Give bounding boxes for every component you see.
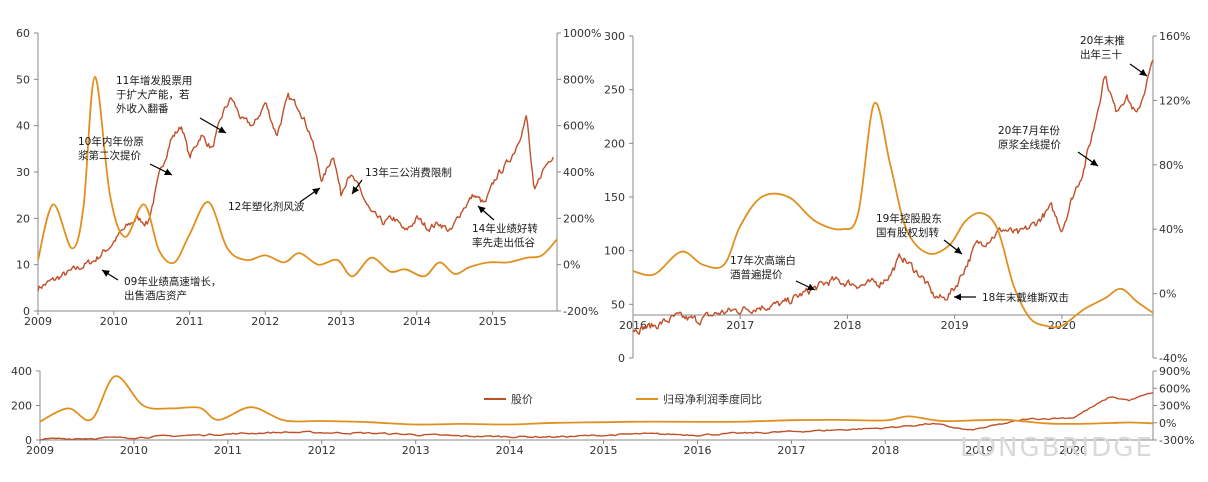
bottom-x-tick: 2014 [496, 444, 524, 457]
left-x-tick: 2011 [176, 315, 204, 328]
left-profit-yoy-line [37, 76, 558, 278]
left-x-tick: 2013 [327, 315, 355, 328]
right-y-right-tick: 120% [1159, 94, 1190, 107]
right-y-left-tick: 250 [604, 84, 625, 97]
right-y-right-tick: 80% [1159, 159, 1183, 172]
right-x-tick: 2018 [833, 319, 861, 332]
right-profit-yoy-line [632, 102, 1154, 329]
bottom-x-tick: 2013 [402, 444, 430, 457]
bottom-y-right-tick: 600% [1159, 382, 1190, 395]
right-y-left-tick: 50 [611, 298, 625, 311]
left-annotation: 11年增发股票用于扩大产能，若外收入翻番 [116, 74, 192, 115]
left-x-tick: 2012 [251, 315, 279, 328]
right-x-tick: 2017 [726, 319, 754, 332]
bottom-y-right-tick: 300% [1159, 400, 1190, 413]
legend-price-label: 股价 [511, 393, 533, 406]
left-annotation: 12年塑化剂风波 [228, 200, 305, 213]
left-annotation-arrow [351, 179, 363, 195]
bottom-x-tick: 2010 [120, 444, 148, 457]
left-y-left-tick: 60 [16, 27, 30, 40]
annotation-layer: 11年增发股票用于扩大产能，若外收入翻番 10年内年份原浆第二次提价 09年业绩高速… [78, 34, 1148, 304]
right-y-left-tick: 150 [604, 191, 625, 204]
bottom-profit-yoy-line [39, 375, 1154, 426]
left-annotation: 10年内年份原浆第二次提价 [78, 135, 144, 162]
bottom-y-right-tick: -300% [1159, 434, 1194, 447]
right-y-right-tick: 40% [1159, 223, 1183, 236]
bottom-y-left-tick: 0 [25, 434, 32, 447]
base-layer: 60504030201001000%800%600%400%200%0%-200… [11, 27, 1194, 457]
right-annotation: 17年次高端白酒普遍提价 [730, 254, 796, 281]
left-y-left-tick: 0 [23, 305, 30, 318]
left-y-right-tick: 0% [563, 259, 580, 272]
right-y-left-tick: 300 [604, 30, 625, 43]
left-x-tick: 2015 [479, 315, 507, 328]
right-price-line [632, 59, 1154, 335]
left-y-right-tick: 600% [563, 120, 594, 133]
left-annotation-arrow [101, 269, 119, 281]
bottom-x-tick: 2020 [1059, 444, 1087, 457]
right-y-left-tick: 100 [604, 245, 625, 258]
bottom-x-tick: 2016 [683, 444, 711, 457]
right-annotation-arrow [1129, 63, 1148, 77]
left-annotation-arrow [299, 187, 321, 203]
left-y-left-tick: 20 [16, 212, 30, 225]
left-y-right-tick: 1000% [563, 27, 601, 40]
left-annotation-arrow [199, 117, 227, 134]
left-annotation-arrow [477, 205, 495, 221]
left-annotation: 09年业绩高速增长，出售酒店资产 [124, 275, 221, 302]
left-annotation-arrow [149, 163, 173, 176]
series-layer [37, 59, 1154, 441]
right-x-tick: 2019 [941, 319, 969, 332]
right-annotation-arrow [1077, 151, 1099, 167]
watermark: LONGBRIDGE [960, 433, 1154, 463]
bottom-x-tick: 2011 [214, 444, 242, 457]
left-y-right-tick: 400% [563, 166, 594, 179]
left-y-left-tick: 30 [16, 166, 30, 179]
bottom-y-right-tick: 0% [1159, 417, 1176, 430]
left-annotation: 14年业绩好转率先走出低谷 [472, 222, 538, 249]
right-y-right-tick: 160% [1159, 30, 1190, 43]
right-annotation-arrow [795, 280, 816, 291]
bottom-x-tick: 2017 [777, 444, 805, 457]
left-y-left-tick: 50 [16, 73, 30, 86]
right-y-left-tick: 200 [604, 137, 625, 150]
right-y-right-tick: -40% [1159, 352, 1187, 365]
bottom-x-tick: 2015 [590, 444, 618, 457]
bottom-y-left-tick: 400 [11, 365, 32, 378]
bottom-x-tick: 2019 [965, 444, 993, 457]
bottom-x-tick: 2018 [871, 444, 899, 457]
right-annotation-arrow [943, 239, 963, 255]
bottom-x-tick: 2012 [308, 444, 336, 457]
left-y-left-tick: 40 [16, 120, 30, 133]
bottom-price-line [39, 391, 1154, 441]
right-annotation: 18年末戴维斯双击 [982, 291, 1069, 304]
left-annotation: 13年三公消费限制 [365, 166, 452, 179]
left-x-tick: 2010 [100, 315, 128, 328]
right-annotation: 19年控股股东国有股权划转 [876, 212, 942, 239]
bottom-y-right-tick: 900% [1159, 365, 1190, 378]
right-annotation: 20年末推出年三十 [1080, 34, 1125, 61]
right-y-left-tick: 0 [618, 352, 625, 365]
right-y-right-tick: 0% [1159, 288, 1176, 301]
right-annotation: 20年7月年份原浆全线提价 [998, 124, 1061, 151]
legend-layer: 股价 归母净利润季度同比 [484, 392, 762, 406]
left-x-tick: 2014 [403, 315, 431, 328]
bottom-x-tick: 2009 [26, 444, 54, 457]
left-y-right-tick: 800% [563, 73, 594, 86]
left-y-right-tick: -200% [563, 305, 598, 318]
left-x-tick: 2009 [24, 315, 52, 328]
left-y-right-tick: 200% [563, 212, 594, 225]
left-y-left-tick: 10 [16, 259, 30, 272]
left-price-line [37, 92, 554, 292]
legend-profit-label: 归母净利润季度同比 [663, 392, 762, 406]
bottom-y-left-tick: 200 [11, 400, 32, 413]
